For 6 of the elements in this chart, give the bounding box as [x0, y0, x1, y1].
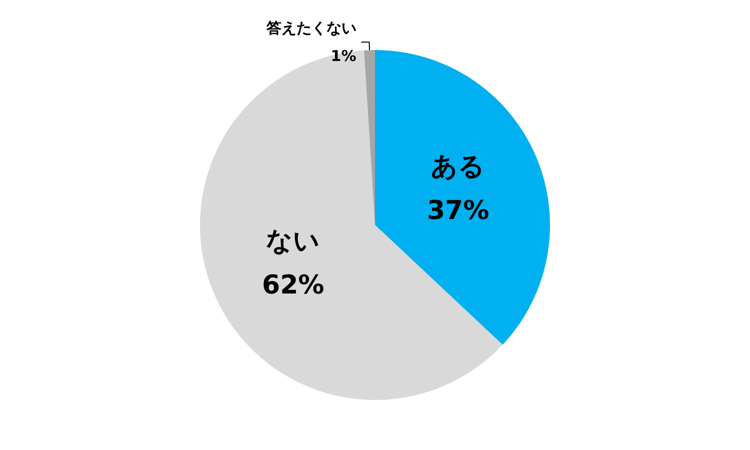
data-label: 37%: [426, 196, 490, 226]
slice-label: 答えたくない: [265, 19, 356, 38]
slice-label: ある: [431, 152, 486, 182]
data-label: 62%: [262, 270, 324, 301]
data-label: 1%: [330, 47, 356, 66]
slice-label: ない: [266, 226, 320, 257]
